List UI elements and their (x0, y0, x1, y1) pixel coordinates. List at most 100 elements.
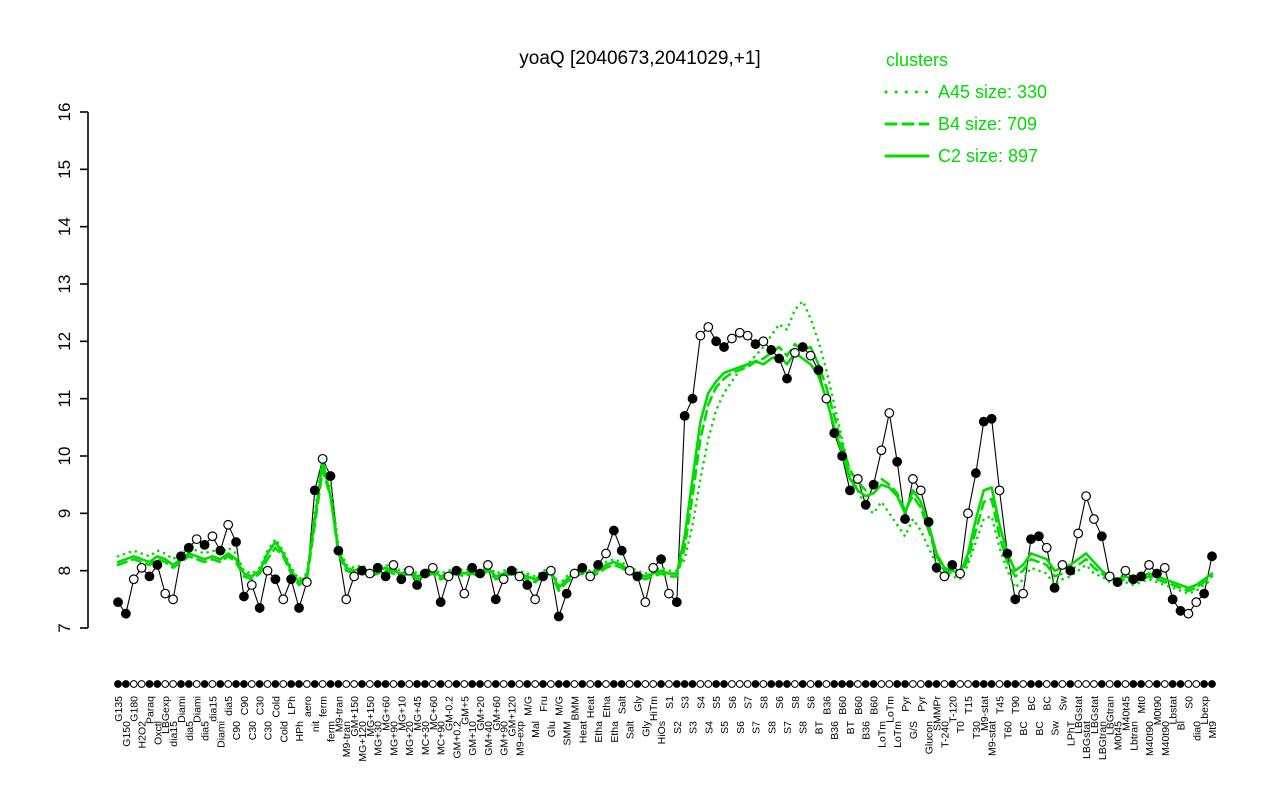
data-point (1104, 571, 1115, 582)
condition-marker (1160, 680, 1169, 688)
data-point (278, 594, 289, 605)
x-category-label: Cold (270, 696, 282, 718)
condition-marker (1074, 680, 1083, 688)
condition-marker (665, 680, 673, 688)
condition-marker (358, 680, 366, 688)
condition-marker (169, 680, 177, 688)
data-point (561, 588, 572, 599)
x-category-label: Bl (1176, 721, 1188, 730)
x-category-label: HiTm (648, 696, 660, 721)
data-point (223, 519, 234, 530)
data-point (168, 594, 178, 605)
condition-marker (964, 680, 972, 688)
x-category-label: BT (813, 720, 825, 734)
condition-marker (751, 680, 760, 688)
x-category-label: T90 (1010, 696, 1022, 714)
data-point (506, 565, 517, 576)
condition-marker (137, 680, 146, 688)
data-point (892, 456, 903, 467)
data-point (333, 545, 344, 556)
data-point (868, 479, 879, 490)
x-category-label: GM-0.2 (444, 696, 456, 731)
condition-marker (672, 680, 681, 688)
data-point (994, 485, 1005, 496)
condition-marker (436, 680, 445, 688)
data-point (1112, 577, 1123, 588)
data-point (160, 588, 171, 599)
x-category-label: Heat (577, 721, 589, 743)
data-point (538, 571, 548, 582)
condition-marker (1066, 680, 1075, 688)
data-point (656, 554, 666, 565)
condition-marker (971, 680, 980, 688)
condition-marker (1113, 680, 1122, 688)
condition-marker (216, 680, 225, 688)
condition-marker (853, 680, 862, 688)
x-category-label: Sw (1050, 721, 1062, 736)
x-category-label: B60 (837, 696, 849, 715)
data-point (986, 413, 997, 424)
condition-marker (940, 680, 949, 688)
data-point (797, 342, 808, 352)
x-category-label: GM+5 (459, 696, 471, 725)
data-point (1033, 531, 1044, 542)
data-point (396, 574, 407, 585)
x-category-label: S4 (695, 696, 707, 709)
data-point (475, 568, 485, 579)
condition-marker (334, 680, 343, 688)
data-point (215, 545, 226, 556)
x-category-label: S3 (680, 696, 692, 709)
data-point (254, 603, 265, 613)
cluster-line-a45 (116, 299, 1214, 595)
condition-marker (279, 680, 288, 688)
condition-marker (798, 680, 807, 688)
data-point (530, 594, 541, 605)
x-category-label: S5 (711, 696, 723, 709)
condition-marker (775, 680, 784, 688)
data-point (648, 562, 659, 573)
x-category-label: HiOs (656, 721, 668, 744)
data-point (789, 347, 800, 358)
condition-marker (1129, 680, 1138, 688)
data-point (664, 588, 674, 599)
data-point (884, 408, 895, 418)
x-category-label: M/G (554, 696, 566, 716)
legend-title: clusters (886, 50, 948, 70)
condition-marker (114, 680, 122, 688)
data-point (1010, 594, 1021, 605)
x-category-label: M9-exp (514, 721, 526, 756)
condition-marker (444, 680, 453, 688)
condition-marker (570, 680, 579, 688)
condition-marker (1176, 680, 1185, 688)
cluster-line-b4 (116, 342, 1214, 593)
data-point (380, 571, 391, 582)
data-point (498, 574, 509, 585)
x-category-label: Etha (609, 721, 621, 743)
x-category-label: SMM (562, 721, 574, 746)
condition-marker (381, 680, 390, 688)
data-point (388, 560, 399, 570)
data-point (364, 568, 375, 579)
condition-marker (302, 680, 311, 688)
data-point (301, 577, 312, 588)
data-point (490, 594, 501, 605)
x-category-label: C30 (263, 721, 275, 740)
condition-marker (617, 680, 626, 688)
condition-marker (743, 680, 752, 688)
x-category-label: GM+120 (507, 696, 519, 737)
data-point (404, 565, 415, 576)
data-point (1167, 594, 1178, 605)
data-point (1136, 571, 1147, 582)
condition-marker (468, 680, 477, 688)
condition-marker (783, 680, 791, 688)
condition-marker (200, 680, 209, 688)
condition-marker (1200, 680, 1209, 688)
x-category-label: GM+90 (499, 721, 511, 756)
data-point (947, 560, 958, 570)
x-category-label: LBGstat (1073, 696, 1085, 734)
condition-marker (531, 680, 540, 688)
x-category-label: S8 (758, 696, 770, 709)
legend: clusters A45 size: 330 B4 size: 709 C2 siz… (884, 50, 1047, 166)
condition-marker (893, 680, 902, 688)
